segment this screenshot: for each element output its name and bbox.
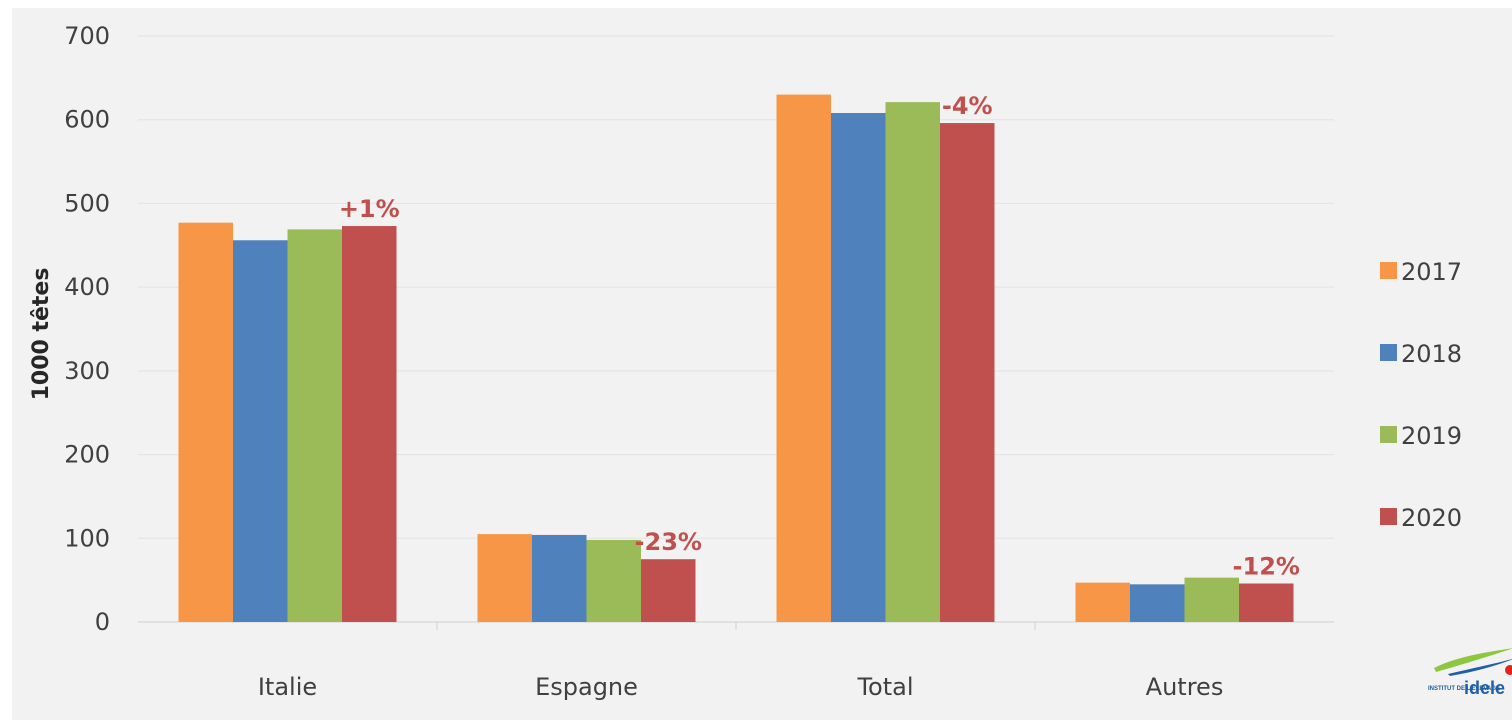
- y-tick-label: 0: [95, 608, 110, 636]
- data-label: -12%: [1233, 552, 1300, 580]
- bar-espagne-2019: [586, 539, 641, 622]
- legend-label-2017: 2017: [1401, 258, 1462, 286]
- y-tick-label: 500: [64, 189, 110, 217]
- bar-total-2017: [776, 94, 831, 623]
- bar-autres-2017: [1075, 582, 1130, 622]
- x-category-label: Espagne: [535, 673, 638, 701]
- x-category-label: Italie: [258, 673, 317, 701]
- legend-label-2020: 2020: [1401, 504, 1462, 532]
- bar-espagne-2020: [641, 559, 696, 622]
- x-category-label: Autres: [1146, 673, 1224, 701]
- bar-italie-2017: [178, 222, 233, 622]
- legend-label-2018: 2018: [1401, 340, 1462, 368]
- legend-swatch-2018: [1380, 344, 1397, 361]
- y-tick-label: 600: [64, 106, 110, 134]
- bar-total-2020: [940, 123, 995, 622]
- y-tick-label: 100: [64, 524, 110, 552]
- y-axis-ticks: 0 100 200 300 400 500 600 700: [64, 22, 110, 636]
- x-category-label: Total: [856, 673, 913, 701]
- bar-espagne-2018: [532, 534, 587, 622]
- y-tick-label: 400: [64, 273, 110, 301]
- idele-logo-swoosh-icon: [1434, 648, 1512, 676]
- y-tick-label: 300: [64, 357, 110, 385]
- bar-autres-2018: [1130, 584, 1185, 622]
- bar-total-2018: [831, 113, 886, 622]
- bar-chart: 0 100 200 300 400 500 600 700 +1% -23% -4% -12% It…: [29, 22, 1462, 701]
- bar-autres-2020: [1239, 583, 1294, 622]
- data-label: -4%: [942, 92, 993, 120]
- idele-logo: INSTITUT DE L'ELEVAGEidele: [1428, 644, 1512, 708]
- bar-italie-2020: [342, 226, 397, 622]
- y-tick-label: 700: [64, 22, 110, 50]
- legend-swatch-2020: [1380, 508, 1397, 525]
- legend: 2017 2018 2019 2020: [1380, 258, 1462, 532]
- logo-big-text: idele: [1464, 678, 1506, 698]
- chart-area: 0 100 200 300 400 500 600 700 +1% -23% -4% -12% It…: [12, 8, 1512, 720]
- legend-swatch-2019: [1380, 426, 1397, 443]
- bar-espagne-2017: [477, 534, 532, 622]
- y-axis-title: 1000 têtes: [29, 268, 54, 401]
- x-axis-categories: Italie Espagne Total Autres: [258, 673, 1223, 701]
- bar-italie-2018: [233, 240, 288, 622]
- legend-swatch-2017: [1380, 262, 1397, 279]
- bar-autres-2019: [1184, 577, 1239, 622]
- bar-total-2019: [885, 102, 940, 623]
- data-label: +1%: [339, 195, 400, 223]
- bar-italie-2019: [287, 229, 342, 622]
- data-label: -23%: [635, 528, 702, 556]
- logo-small-text: INSTITUT DE L'ELEVAGE: [1428, 685, 1500, 692]
- data-annotations: +1% -23% -4% -12%: [339, 92, 1300, 580]
- y-tick-label: 200: [64, 441, 110, 469]
- bars: [178, 94, 1294, 623]
- legend-label-2019: 2019: [1401, 422, 1462, 450]
